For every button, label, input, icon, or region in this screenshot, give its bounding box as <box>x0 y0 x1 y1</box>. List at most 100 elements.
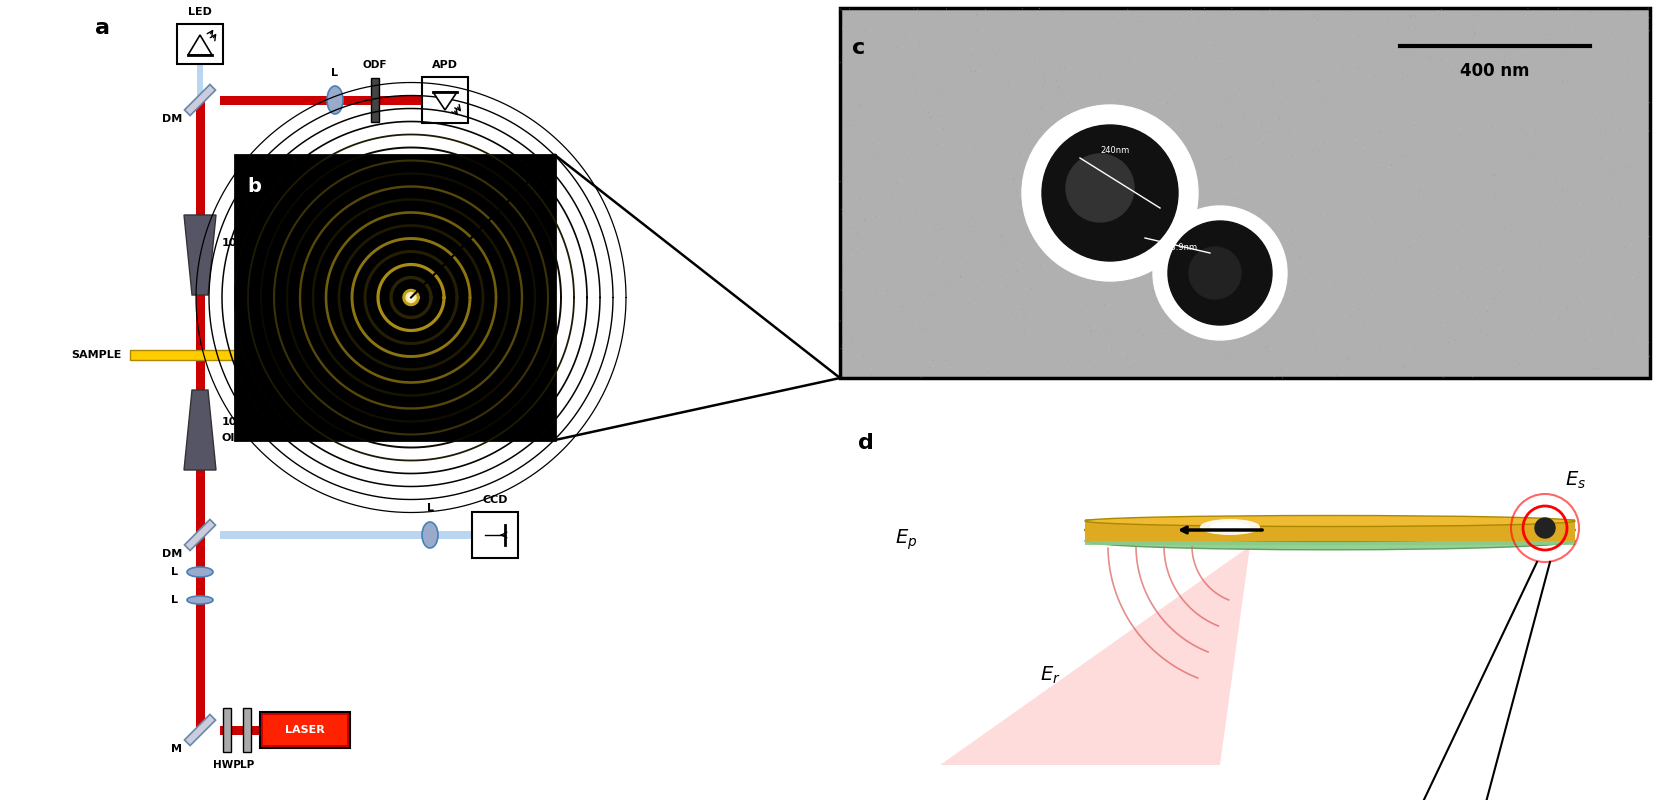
Point <box>855 116 882 129</box>
Point <box>1601 228 1628 241</box>
Point <box>948 270 974 283</box>
Point <box>1092 222 1119 234</box>
Point <box>1603 320 1630 333</box>
Point <box>1393 221 1420 234</box>
Point <box>1136 123 1163 136</box>
Point <box>1025 191 1052 204</box>
Point <box>1369 88 1396 101</box>
Point <box>1394 78 1421 91</box>
Point <box>939 290 966 302</box>
Text: 10x: 10x <box>222 238 245 248</box>
Point <box>904 254 931 267</box>
Point <box>1284 128 1310 141</box>
Point <box>1290 263 1317 276</box>
Point <box>1228 311 1255 324</box>
Point <box>1278 98 1305 111</box>
Point <box>1633 99 1660 112</box>
Point <box>909 182 936 195</box>
Point <box>843 35 870 48</box>
Point <box>1070 335 1097 348</box>
Point <box>1431 238 1458 250</box>
Point <box>1588 172 1614 185</box>
Point <box>1425 77 1452 90</box>
Point <box>956 142 983 154</box>
Text: M: M <box>171 744 181 754</box>
Point <box>1110 347 1137 360</box>
Point <box>956 254 983 266</box>
Point <box>1127 15 1154 28</box>
Point <box>968 346 995 358</box>
Point <box>1539 262 1566 274</box>
Point <box>1320 109 1347 122</box>
Point <box>961 148 988 161</box>
Point <box>1287 250 1314 263</box>
Point <box>1181 64 1208 77</box>
Point <box>1549 38 1576 50</box>
Point <box>1033 275 1060 288</box>
Point <box>1625 203 1651 216</box>
Point <box>1614 5 1641 18</box>
Point <box>1551 46 1578 59</box>
Point <box>1011 204 1038 217</box>
Point <box>1191 276 1218 289</box>
Point <box>1404 298 1431 310</box>
Point <box>848 150 875 162</box>
Point <box>1346 66 1373 78</box>
Point <box>1001 193 1028 206</box>
Point <box>1258 168 1285 181</box>
Point <box>1561 165 1588 178</box>
Point <box>907 290 934 302</box>
Point <box>1270 371 1297 384</box>
Point <box>1361 162 1388 174</box>
Point <box>948 270 974 283</box>
Point <box>1302 10 1329 23</box>
Point <box>1500 156 1527 169</box>
Point <box>1127 218 1154 230</box>
Point <box>1171 274 1198 287</box>
Point <box>1497 58 1524 70</box>
Point <box>1519 322 1546 335</box>
Point <box>1030 80 1057 93</box>
Point <box>1431 285 1458 298</box>
Point <box>828 207 855 220</box>
Point <box>1332 198 1359 210</box>
Point <box>971 299 998 312</box>
Point <box>1499 65 1525 78</box>
Point <box>1110 262 1137 274</box>
Point <box>1438 70 1465 83</box>
Point <box>1630 216 1656 229</box>
Point <box>1438 59 1465 72</box>
Point <box>874 114 900 126</box>
Point <box>1588 274 1614 287</box>
Point <box>1233 290 1260 303</box>
Point <box>1193 64 1220 77</box>
Point <box>885 44 912 57</box>
Point <box>976 361 1003 374</box>
Point <box>1263 274 1290 287</box>
Point <box>1221 362 1248 374</box>
Point <box>981 241 1008 254</box>
Point <box>996 74 1023 87</box>
Point <box>1446 331 1473 344</box>
Point <box>1006 318 1033 331</box>
Point <box>1000 198 1026 211</box>
Point <box>968 258 995 271</box>
Point <box>1549 74 1576 87</box>
Point <box>1233 138 1260 150</box>
Point <box>1201 54 1228 66</box>
Point <box>1314 91 1341 104</box>
Point <box>1089 77 1116 90</box>
Point <box>1085 82 1112 94</box>
Point <box>887 194 914 207</box>
Point <box>1196 37 1223 50</box>
Point <box>964 268 991 281</box>
Point <box>1410 342 1436 355</box>
Point <box>1636 230 1663 243</box>
Point <box>889 300 916 313</box>
Point <box>1158 173 1184 186</box>
Point <box>1522 150 1549 163</box>
Point <box>1552 226 1579 238</box>
Point <box>1584 169 1611 182</box>
Point <box>1529 231 1556 244</box>
Point <box>944 272 971 285</box>
